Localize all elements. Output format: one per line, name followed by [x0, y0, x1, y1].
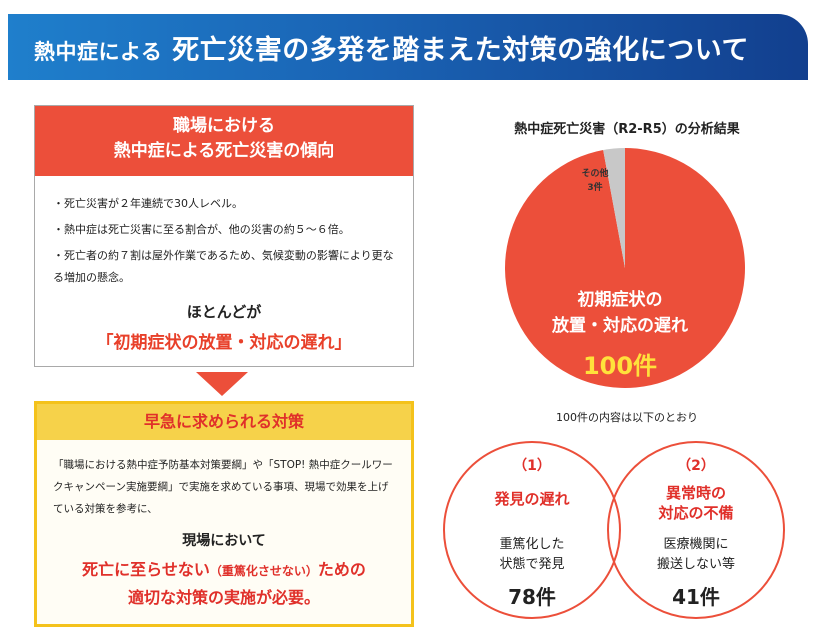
breakdown-circle-1 [443, 441, 621, 619]
breakdown-1-desc-line2: 状態で発見 [499, 556, 564, 572]
other-slice-value: 3件 [587, 181, 602, 193]
trend-header: 職場における 熱中症による死亡災害の傾向 [35, 106, 413, 176]
breakdown-2-desc-line1: 医療機関に [663, 537, 728, 552]
breakdown-circles: （1） 発見の遅れ 重篤化した 状態で発見 78件 （2） 異常時の 対応の不備… [443, 441, 785, 619]
breakdown-1-count: 78件 [508, 585, 556, 609]
trend-bullet: ・死亡者の約７割は屋外作業であるため、気候変動の影響により更なる増加の懸念。 [53, 249, 394, 284]
title-banner: 熱中症による 死亡災害の多発を踏まえた対策の強化について [8, 14, 808, 80]
breakdown-circle-2 [607, 441, 785, 619]
onsite-label: 現場において [182, 533, 266, 549]
conclusion-line1: 死亡に至らせない（重篤化させない）ための [37, 556, 411, 580]
conclusion-line2: 適切な対策の実施が必要。 [127, 588, 320, 607]
pie-chart: 初期症状の 放置・対応の遅れ 100件 その他 3件 [505, 148, 745, 388]
trend-bullet: ・死亡災害が２年連続で30人レベル。 [53, 197, 243, 210]
main-cause: 「初期症状の放置・対応の遅れ」 [96, 333, 352, 353]
breakdown-2-num: （2） [677, 458, 715, 474]
breakdown-2-title-line1: 異常時の [666, 484, 726, 502]
main-slice-value: 100件 [583, 352, 657, 380]
title-part-1: 熱中症による [34, 39, 163, 64]
breakdown-1-desc-line1: 重篤化した [499, 536, 564, 552]
trend-bullet-list: ・死亡災害が２年連続で30人レベル。 ・熱中症は死亡災害に至る割合が、他の災害の… [35, 176, 413, 289]
breakdown-1-num: （1） [513, 458, 551, 474]
measures-card: 早急に求められる対策 「職場における熱中症予防基本対策要綱」や「STOP! 熱中… [34, 401, 414, 627]
trend-bullet: ・熱中症は死亡災害に至る割合が、他の災害の約５～６倍。 [53, 223, 350, 236]
trend-header-line1: 職場における [173, 116, 275, 136]
mostly-label: ほとんどが [186, 303, 262, 321]
trend-card: 職場における 熱中症による死亡災害の傾向 ・死亡災害が２年連続で30人レベル。 … [34, 105, 414, 367]
pie-caption: 100件の内容は以下のとおり [556, 411, 698, 424]
title-part-2: 死亡災害の多発を踏まえた対策の強化について [172, 34, 749, 66]
breakdown-2-desc-line2: 搬送しない等 [657, 556, 735, 572]
breakdown-1-title: 発見の遅れ [493, 490, 569, 508]
pie-title: 熱中症死亡災害（R2-R5）の分析結果 [514, 122, 740, 137]
conclusion-paren: （重篤化させない） [209, 564, 318, 578]
measures-header: 早急に求められる対策 [37, 404, 411, 440]
conclusion-tail: ための [317, 560, 366, 579]
page-title: 熱中症による 死亡災害の多発を踏まえた対策の強化について [34, 28, 749, 67]
breakdown-2-count: 41件 [672, 585, 720, 609]
pie-slice-other [603, 148, 625, 268]
breakdown-2-title-line2: 対応の不備 [657, 504, 733, 522]
main-slice-label-line1: 初期症状の [578, 289, 663, 310]
trend-header-line2: 熱中症による死亡災害の傾向 [113, 141, 335, 161]
pie-slices [505, 148, 745, 388]
conclusion-main: 死亡に至らせない [82, 560, 210, 579]
measures-body: 「職場における熱中症予防基本対策要綱」や「STOP! 熱中症クールワークキャンペ… [53, 459, 393, 515]
main-slice-label-line2: 放置・対応の遅れ [551, 315, 688, 336]
other-slice-label: その他 [581, 167, 608, 179]
down-arrow-icon [196, 372, 248, 396]
